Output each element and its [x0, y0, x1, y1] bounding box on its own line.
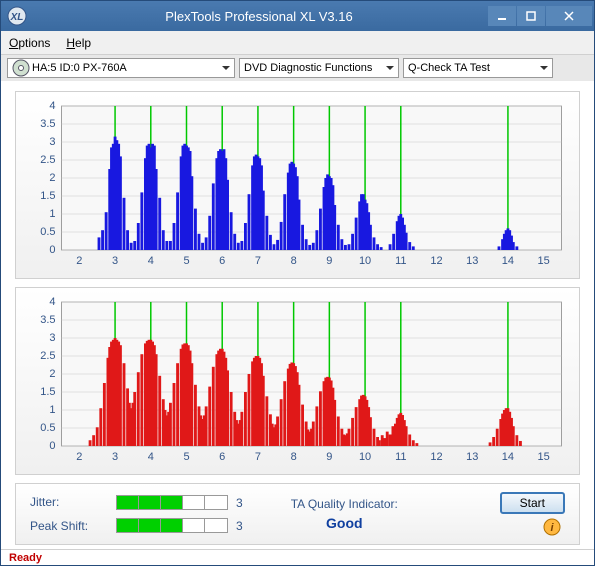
svg-text:2.5: 2.5	[40, 350, 55, 362]
svg-text:7: 7	[255, 451, 261, 463]
menu-help[interactable]: Help	[66, 36, 91, 50]
upper-chart-panel: 0 0.5 1 1.5 2 2.5 3 3.5 4 2 3 4 5 6 7 8 9 10 11 12 13 14 15	[15, 91, 580, 279]
jitter-value: 3	[236, 496, 243, 510]
svg-text:1: 1	[49, 208, 55, 220]
svg-text:12: 12	[430, 451, 442, 463]
device-select[interactable]: HA:5 ID:0 PX-760A	[7, 58, 235, 78]
svg-text:4: 4	[49, 296, 55, 308]
svg-text:5: 5	[183, 451, 189, 463]
svg-text:4: 4	[49, 100, 55, 112]
quality-label: TA Quality Indicator:	[291, 497, 398, 511]
svg-text:3: 3	[49, 136, 55, 148]
app-logo-icon: XL	[7, 6, 27, 26]
svg-text:8: 8	[291, 255, 297, 267]
svg-text:13: 13	[466, 451, 478, 463]
upper-chart: 0 0.5 1 1.5 2 2.5 3 3.5 4 2 3 4 5 6 7 8 9 10 11 12 13 14 15	[24, 100, 571, 270]
info-icon[interactable]: i	[543, 518, 561, 536]
svg-text:15: 15	[538, 255, 550, 267]
svg-text:10: 10	[359, 255, 371, 267]
lower-chart: 0 0.5 1 1.5 2 2.5 3 3.5 4 2 3 4 5 6 7 8 9 10 11 12 13 14 15	[24, 296, 571, 466]
window-title: PlexTools Professional XL V3.16	[31, 9, 487, 24]
svg-text:3: 3	[112, 255, 118, 267]
peakshift-value: 3	[236, 519, 243, 533]
menubar: Options Help	[1, 31, 594, 55]
svg-text:2: 2	[49, 172, 55, 184]
svg-text:12: 12	[430, 255, 442, 267]
function-select[interactable]: DVD Diagnostic Functions	[239, 58, 399, 78]
svg-text:1.5: 1.5	[40, 190, 55, 202]
jitter-bar	[116, 495, 228, 510]
svg-text:0: 0	[49, 244, 55, 256]
titlebar: XL PlexTools Professional XL V3.16	[1, 1, 594, 31]
svg-text:2.5: 2.5	[40, 154, 55, 166]
menu-options[interactable]: Options	[9, 36, 50, 50]
lower-chart-panel: 0 0.5 1 1.5 2 2.5 3 3.5 4 2 3 4 5 6 7 8 9 10 11 12 13 14 15	[15, 287, 580, 475]
peakshift-bar	[116, 518, 228, 533]
start-button[interactable]: Start	[500, 492, 565, 514]
svg-text:3: 3	[49, 332, 55, 344]
jitter-label: Jitter:	[30, 495, 88, 509]
svg-text:2: 2	[49, 368, 55, 380]
svg-text:11: 11	[395, 451, 406, 463]
metrics-panel: Jitter: Peak Shift: 3 3 TA Quality Indic…	[15, 483, 580, 545]
svg-text:6: 6	[219, 255, 225, 267]
minimize-button[interactable]	[488, 6, 516, 26]
quality-value: Good	[291, 515, 398, 531]
svg-text:10: 10	[359, 451, 371, 463]
svg-text:14: 14	[502, 255, 514, 267]
svg-text:3: 3	[112, 451, 118, 463]
svg-text:6: 6	[219, 451, 225, 463]
svg-text:8: 8	[291, 451, 297, 463]
svg-text:0.5: 0.5	[40, 226, 55, 238]
status-text: Ready	[9, 552, 42, 564]
close-button[interactable]	[546, 6, 592, 26]
svg-text:11: 11	[395, 255, 406, 267]
svg-text:3.5: 3.5	[40, 314, 55, 326]
svg-text:3.5: 3.5	[40, 118, 55, 130]
toolbar: HA:5 ID:0 PX-760A DVD Diagnostic Functio…	[1, 55, 594, 81]
svg-text:7: 7	[255, 255, 261, 267]
svg-text:5: 5	[183, 255, 189, 267]
test-select[interactable]: Q-Check TA Test	[403, 58, 553, 78]
statusbar: Ready	[1, 549, 594, 569]
svg-text:2: 2	[76, 255, 82, 267]
svg-text:9: 9	[326, 255, 332, 267]
svg-text:15: 15	[538, 451, 550, 463]
svg-text:0.5: 0.5	[40, 422, 55, 434]
svg-text:1.5: 1.5	[40, 386, 55, 398]
svg-text:0: 0	[49, 440, 55, 452]
svg-text:4: 4	[148, 451, 154, 463]
maximize-button[interactable]	[517, 6, 545, 26]
svg-text:9: 9	[326, 451, 332, 463]
device-select-label: HA:5 ID:0 PX-760A	[32, 62, 127, 74]
svg-text:14: 14	[502, 451, 514, 463]
svg-text:4: 4	[148, 255, 154, 267]
svg-text:2: 2	[76, 451, 82, 463]
peakshift-label: Peak Shift:	[30, 519, 88, 533]
svg-text:1: 1	[49, 404, 55, 416]
svg-text:XL: XL	[10, 12, 24, 23]
svg-text:13: 13	[466, 255, 478, 267]
test-select-label: Q-Check TA Test	[408, 62, 490, 74]
disc-icon	[12, 59, 30, 77]
function-select-label: DVD Diagnostic Functions	[244, 62, 372, 74]
